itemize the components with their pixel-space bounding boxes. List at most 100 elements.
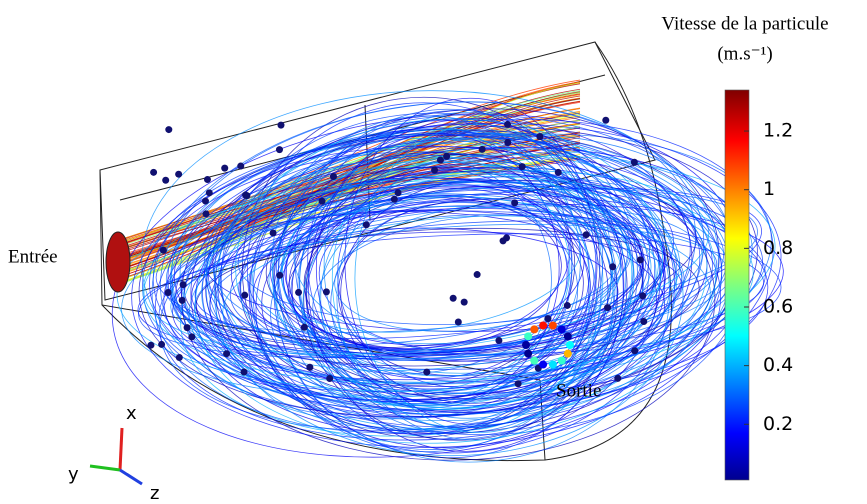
trajectory [246, 102, 597, 435]
particle [557, 356, 566, 365]
triad-axis [118, 427, 124, 471]
particle [449, 294, 457, 302]
trajectory [283, 183, 570, 350]
particle [554, 168, 562, 176]
particle [454, 318, 462, 326]
particle [557, 325, 566, 334]
particle [175, 170, 183, 178]
particle [563, 332, 572, 341]
particle [563, 349, 572, 358]
trajectory [213, 193, 685, 357]
colorbar-unit: (m.s⁻¹) [717, 43, 772, 64]
particle [431, 166, 439, 174]
trajectory [137, 233, 765, 360]
particle [329, 173, 337, 181]
tick-label: 0.6 [763, 295, 793, 317]
trajectory [277, 109, 638, 440]
trajectory [297, 159, 635, 401]
trajectory [117, 79, 581, 247]
particle [179, 281, 187, 289]
particle [201, 197, 209, 205]
particle [221, 164, 229, 172]
triad-axis [119, 468, 143, 486]
particle [631, 347, 639, 355]
annotation: Entrée [8, 246, 58, 267]
trajectory [152, 134, 701, 403]
particle [277, 121, 285, 129]
trajectory [138, 126, 758, 418]
particle [536, 133, 544, 141]
particle [178, 296, 186, 304]
trajectories [111, 79, 784, 463]
particle [164, 289, 172, 297]
particle [640, 317, 648, 325]
trajectory [276, 130, 656, 407]
particle [504, 120, 512, 128]
axis-label: y [68, 464, 79, 485]
particle [295, 288, 303, 296]
particle [436, 156, 444, 164]
trajectory [181, 134, 716, 461]
trajectory [155, 210, 782, 355]
trajectory [318, 199, 595, 352]
particle [362, 221, 370, 229]
trajectory [248, 189, 667, 351]
tick-label: 1.2 [763, 120, 793, 142]
particle [460, 298, 468, 306]
tick-label: 0.4 [763, 354, 793, 376]
trajectory [354, 124, 604, 433]
particle [275, 146, 283, 154]
particle [548, 321, 557, 330]
particle [503, 234, 511, 242]
particle [495, 336, 503, 344]
trajectory [205, 180, 652, 360]
trajectory [331, 137, 591, 431]
trajectory [294, 108, 604, 412]
particle [530, 356, 539, 365]
trajectory [195, 227, 700, 367]
particle [443, 152, 451, 160]
particle [511, 199, 519, 207]
particle [300, 323, 308, 331]
axis-label: z [150, 483, 159, 504]
axis-label: x [126, 403, 137, 424]
trajectory [271, 115, 581, 406]
particle [318, 197, 326, 205]
particle [563, 301, 571, 309]
particle [322, 288, 330, 296]
particle [478, 145, 486, 153]
trajectory [222, 215, 662, 372]
colorbar-title: Vitesse de la particule [661, 13, 828, 34]
trajectory [284, 187, 585, 346]
particle [473, 271, 481, 279]
particle [630, 158, 638, 166]
tick-label: 0.8 [763, 237, 793, 259]
trajectory [237, 201, 646, 326]
particle [639, 292, 647, 300]
trajectory [116, 175, 754, 392]
particle [165, 126, 173, 134]
trajectory [213, 129, 684, 457]
particle [242, 191, 250, 199]
trajectory [255, 140, 675, 454]
particle [604, 304, 612, 312]
trajectory [167, 123, 782, 413]
trajectory [273, 152, 576, 386]
particle [150, 168, 158, 176]
particle [602, 116, 610, 124]
particle [162, 176, 170, 184]
particle [241, 291, 249, 299]
trajectory [334, 202, 623, 332]
trajectory [142, 154, 776, 384]
particle [390, 195, 398, 203]
particle [609, 263, 617, 271]
particle [548, 360, 557, 369]
particle [175, 353, 183, 361]
particle [202, 210, 210, 218]
domain-box [99, 41, 656, 301]
particle [326, 375, 334, 383]
particle [614, 374, 622, 382]
particle [539, 360, 548, 369]
triad-axis [89, 464, 121, 472]
particle [539, 321, 548, 330]
